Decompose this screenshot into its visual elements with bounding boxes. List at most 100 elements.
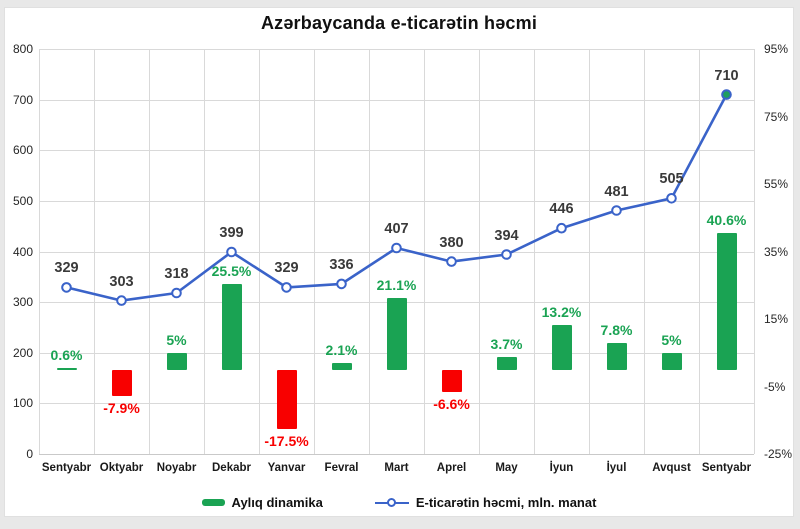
x-axis-label: Mart <box>384 462 409 474</box>
line-value-label: 303 <box>109 273 134 290</box>
left-axis-tick: 100 <box>12 396 33 411</box>
x-axis-label: Noyabr <box>156 462 197 474</box>
bar-value-label: 2.1% <box>325 341 358 358</box>
line-series-swatch-icon <box>374 498 409 507</box>
gridline-vertical <box>699 49 700 454</box>
line-value-label: 329 <box>274 260 299 277</box>
x-axis-label: İyul <box>606 462 627 474</box>
gridline-horizontal <box>39 251 754 253</box>
left-axis-tick: 700 <box>12 92 33 107</box>
line-value-label: 394 <box>494 227 519 244</box>
bar-value-label: 25.5% <box>211 262 252 279</box>
bar-value-label: 13.2% <box>541 304 582 321</box>
legend-item-line-series: E-ticarətin həcmi, mln. manat <box>374 495 597 510</box>
gridline-horizontal <box>39 49 754 50</box>
gridline-vertical <box>204 49 205 454</box>
right-axis-tick: 55% <box>764 177 789 191</box>
line-value-label: 329 <box>54 260 79 277</box>
bar-dekabr <box>221 283 242 370</box>
bar-mart <box>386 298 407 370</box>
gridline-vertical <box>644 49 645 454</box>
bar-yanvar <box>276 369 297 429</box>
x-axis-label: May <box>495 462 518 474</box>
bar-value-label: -7.9% <box>103 400 140 417</box>
gridline-vertical <box>314 49 315 454</box>
gridline-vertical <box>479 49 480 454</box>
line-value-label: 446 <box>549 201 574 218</box>
bar-series-swatch-icon <box>201 499 225 506</box>
bar-sentyabr <box>716 232 737 370</box>
gridline-vertical <box>369 49 370 454</box>
gridline-vertical <box>259 49 260 454</box>
x-axis-label: Fevral <box>324 462 359 474</box>
line-value-label: 505 <box>659 171 684 188</box>
gridline-vertical <box>754 49 755 454</box>
bar-aprel <box>441 369 462 392</box>
right-axis-tick: 75% <box>764 109 789 124</box>
bar-i̇yun <box>551 325 572 370</box>
gridline-horizontal <box>39 200 754 202</box>
left-axis-tick: 500 <box>12 193 33 208</box>
bar-noyabr <box>166 352 187 370</box>
right-axis-tick: 35% <box>764 244 789 259</box>
bar-avqust <box>661 352 682 370</box>
bar-sentyabr <box>56 367 77 370</box>
x-axis-label: Avqust <box>652 462 691 474</box>
bar-value-label: 5% <box>166 331 187 348</box>
legend-bar-label: Aylıq dinamika <box>231 495 323 510</box>
x-axis-label: Dekabr <box>212 462 251 474</box>
right-axis-tick: -25% <box>764 447 793 461</box>
bar-value-label: -6.6% <box>433 395 470 412</box>
line-marker-icon <box>386 498 396 507</box>
x-axis-label: Yanvar <box>267 462 306 474</box>
bar-value-label: -17.5% <box>264 432 309 449</box>
chart-legend: Aylıq dinamika E-ticarətin həcmi, mln. m… <box>5 495 793 510</box>
gridline-horizontal <box>39 150 754 152</box>
x-axis-label: Aprel <box>436 462 467 474</box>
right-axis-tick: 95% <box>764 42 789 56</box>
gridline-vertical <box>424 49 425 454</box>
bar-fevral <box>331 362 352 370</box>
left-axis-tick: 300 <box>12 295 33 310</box>
bar-value-label: 0.6% <box>50 346 83 363</box>
gridline-vertical <box>589 49 590 454</box>
bar-value-label: 40.6% <box>706 211 747 228</box>
left-axis-tick: 600 <box>12 143 33 158</box>
left-axis-tick: 200 <box>12 345 33 360</box>
gridline-vertical <box>534 49 535 454</box>
gridline-horizontal <box>39 454 754 455</box>
left-axis-tick: 400 <box>12 244 33 259</box>
gridline-horizontal <box>39 403 754 405</box>
chart-window: Azərbaycanda e-ticarətin həcmi Aylıq din… <box>4 7 794 517</box>
bar-may <box>496 357 517 370</box>
x-axis-label: Sentyabr <box>41 462 92 474</box>
line-value-label: 380 <box>439 234 464 251</box>
gridline-vertical <box>149 49 150 454</box>
gridline-vertical <box>94 49 95 454</box>
x-axis-label: Sentyabr <box>701 462 752 474</box>
x-axis-label: Oktyabr <box>99 462 144 474</box>
line-value-label: 336 <box>329 256 354 273</box>
line-value-label: 481 <box>604 183 629 200</box>
legend-line-label: E-ticarətin həcmi, mln. manat <box>415 495 597 510</box>
bar-value-label: 21.1% <box>376 277 417 294</box>
bar-value-label: 5% <box>661 331 682 348</box>
legend-item-bar-series: Aylıq dinamika <box>201 495 323 510</box>
x-axis-label: İyun <box>549 462 574 474</box>
bar-i̇yul <box>606 343 627 370</box>
bar-value-label: 7.8% <box>600 322 633 339</box>
left-axis-tick: 0 <box>26 447 33 461</box>
gridline-vertical <box>39 49 40 454</box>
line-value-label: 399 <box>219 225 244 241</box>
line-value-label: 710 <box>714 67 739 84</box>
bar-value-label: 3.7% <box>490 336 523 353</box>
line-value-label: 318 <box>164 266 189 282</box>
right-axis-tick: 15% <box>764 312 789 326</box>
gridline-horizontal <box>39 99 754 101</box>
bar-oktyabr <box>111 369 132 397</box>
right-axis-tick: -5% <box>764 379 786 394</box>
left-axis-tick: 800 <box>12 42 33 56</box>
line-value-label: 407 <box>384 221 409 237</box>
chart-title: Azərbaycanda e-ticarətin həcmi <box>260 13 538 33</box>
